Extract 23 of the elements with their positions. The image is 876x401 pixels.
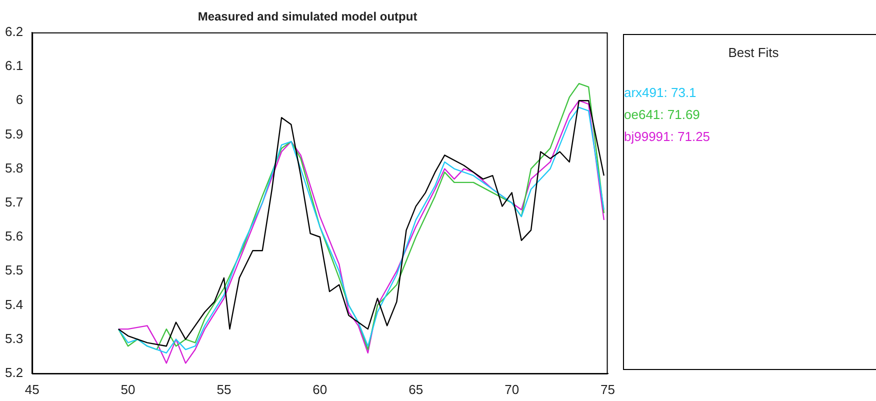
x-tick-label: 60 (312, 382, 328, 397)
x-tick-label: 50 (120, 382, 136, 397)
y-tick-label: 5.5 (4, 262, 24, 278)
y-tick-label: 5.8 (4, 160, 24, 176)
x-tick-label: 45 (24, 382, 40, 397)
y-tick-label: 5.7 (4, 194, 24, 210)
y-tick-label: 6.1 (4, 58, 24, 74)
y-tick-label: 5.6 (4, 228, 24, 244)
y-tick-label: 5.4 (4, 296, 24, 312)
x-tick-label: 75 (600, 382, 616, 397)
y-tick-label: 5.2 (4, 364, 24, 380)
text: bj99991: 71.25 (624, 128, 712, 146)
y-tick-label: 6.2 (4, 24, 24, 39)
y-tick-label: 5.3 (4, 330, 24, 346)
x-tick-label: 55 (216, 382, 232, 397)
y-tick-label: 5.9 (4, 126, 24, 142)
text: oe641: 71.69 (624, 106, 701, 124)
text: arx491: 73.1 (624, 84, 698, 102)
y-tick-label: 6 (16, 92, 24, 108)
chart-title: Measured and simulated model output (198, 10, 418, 24)
x-tick-label: 65 (408, 382, 424, 397)
x-tick-label: 70 (504, 382, 520, 397)
legend-title: Best Fits (727, 45, 780, 60)
